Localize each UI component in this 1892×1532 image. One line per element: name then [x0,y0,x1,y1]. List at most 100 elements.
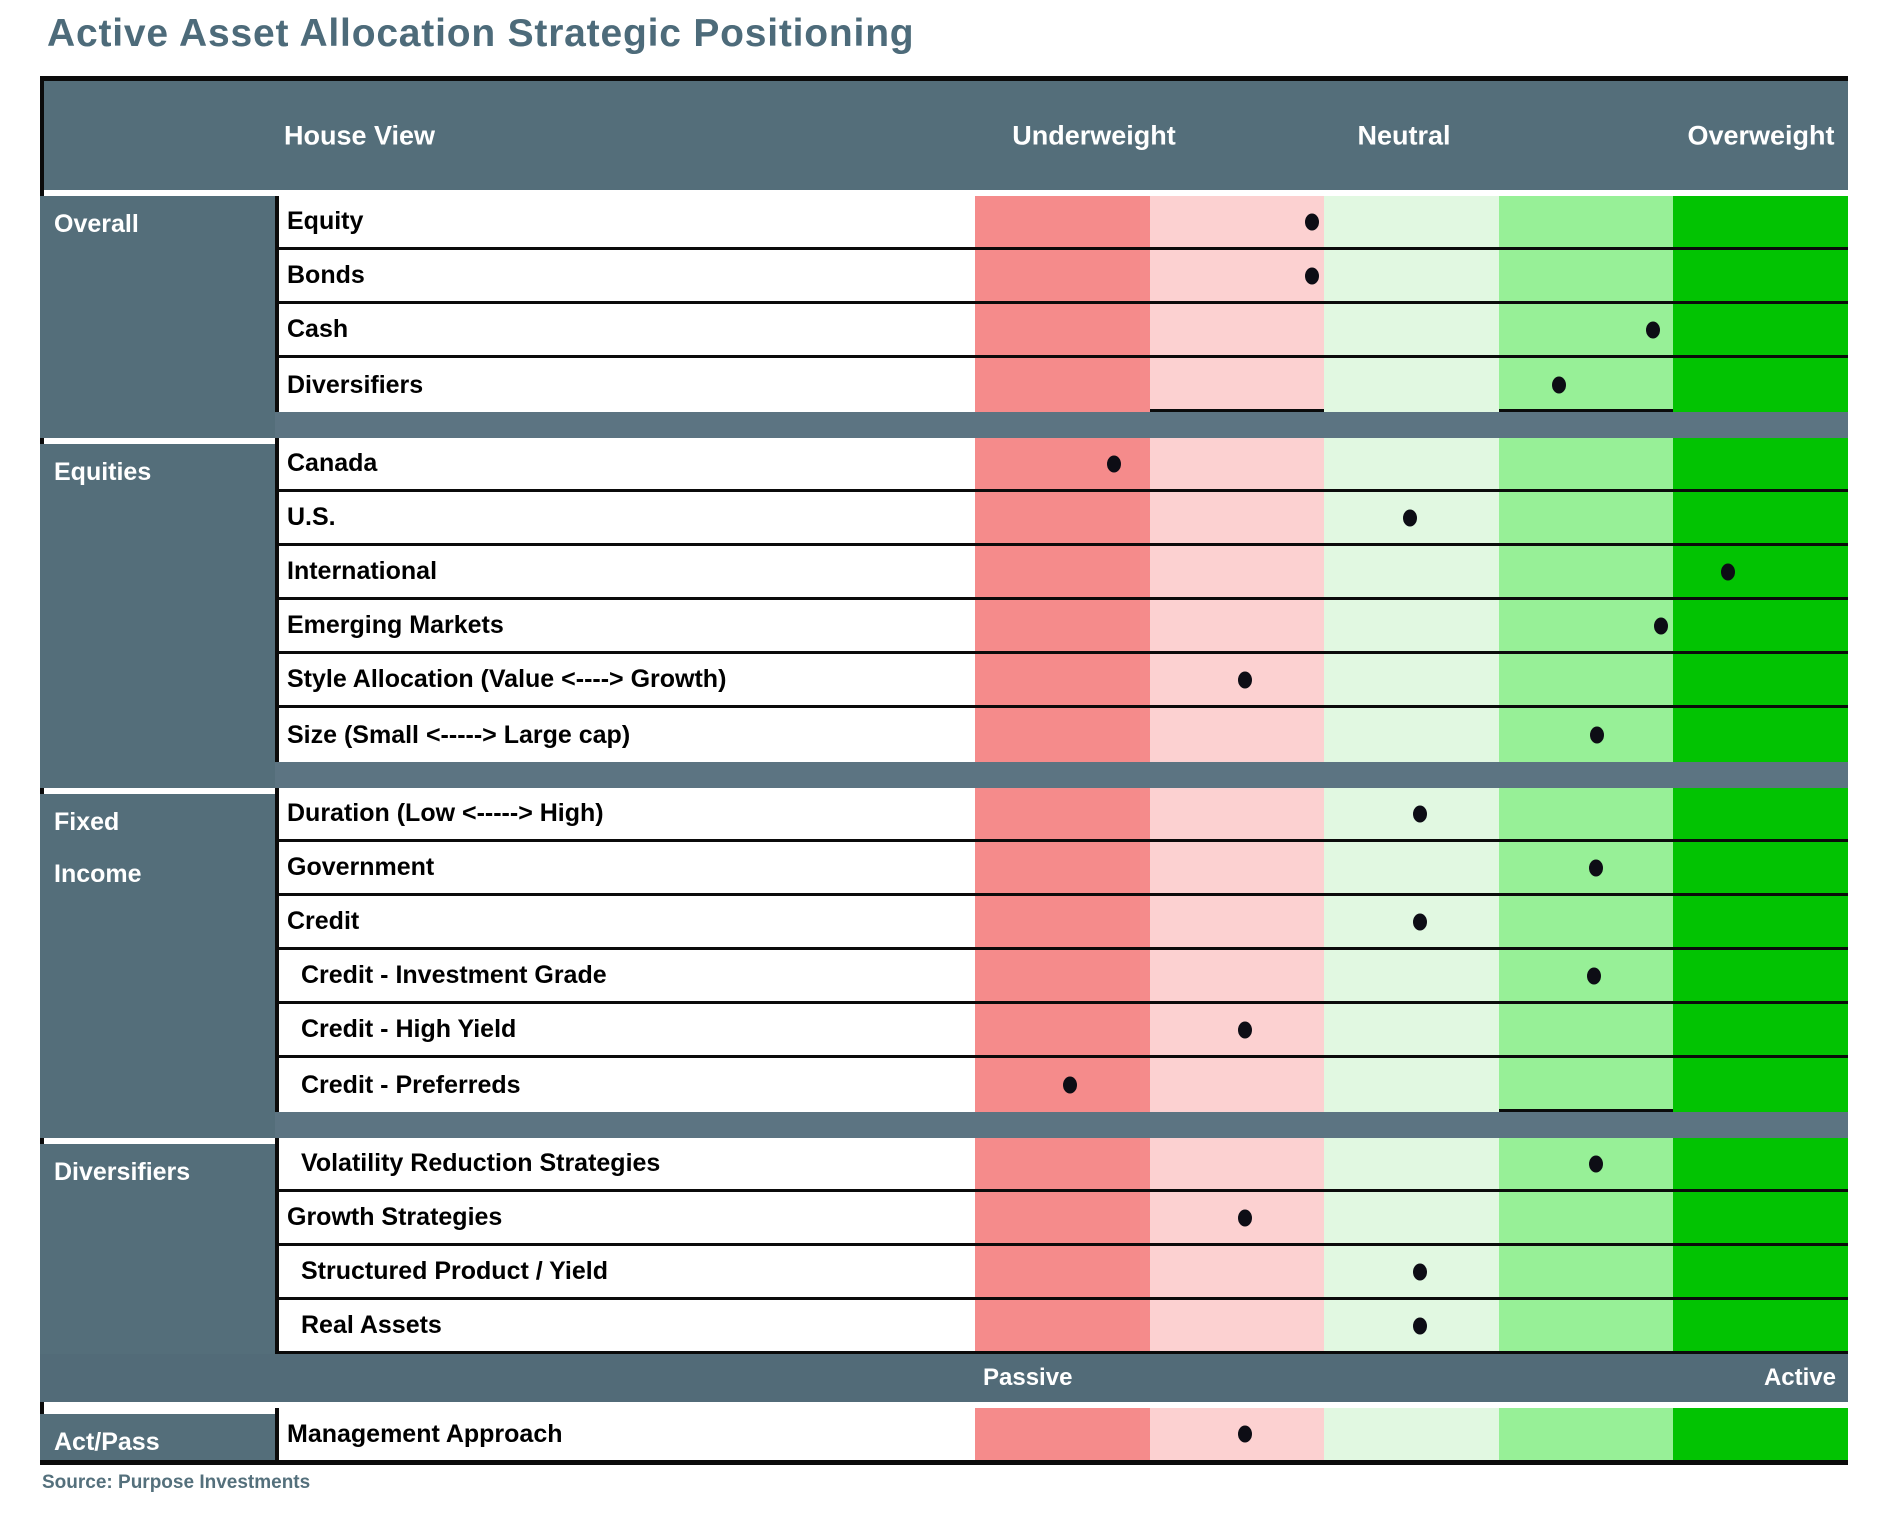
band-cell-1 [1150,654,1325,705]
band-cell-1 [1150,950,1325,1001]
row-label: Cash [279,304,975,355]
table-row: Style Allocation (Value <----> Growth) [275,654,1848,708]
position-dot [1413,1263,1427,1280]
band-cell-0 [975,1004,1150,1055]
row-label: Style Allocation (Value <----> Growth) [279,654,975,705]
group-label-line: Income [54,848,275,900]
position-dot [1305,213,1319,230]
row-label: Credit - High Yield [279,1004,975,1055]
table-row: Volatility Reduction Strategies [275,1138,1848,1192]
position-dot [1589,859,1603,876]
band-cell-1 [1150,600,1325,651]
position-dot [1590,727,1604,744]
band-cell-2 [1324,1246,1499,1297]
band-cell-1 [1150,1408,1325,1460]
page-title: Active Asset Allocation Strategic Positi… [47,12,914,56]
table-row: Size (Small <-----> Large cap) [275,708,1848,762]
table-row: Structured Product / Yield [275,1246,1848,1300]
table-row: Bonds [275,250,1848,304]
band-cell-4 [1673,600,1848,651]
row-label: Credit - Investment Grade [279,950,975,1001]
position-dot [1063,1077,1077,1094]
group-cell-equities: Equities [40,444,275,788]
passive-active-bar: Passive Active [40,1354,1848,1402]
band-cell-0 [975,708,1150,762]
band-cell-0 [975,546,1150,597]
row-label: Management Approach [279,1408,975,1460]
row-label: Equity [279,196,975,247]
band-cell-1 [1150,896,1325,947]
section-separator [275,412,1848,438]
group-label-line: Fixed [54,796,275,848]
band-cell-4 [1673,546,1848,597]
band-cell-3 [1499,600,1674,651]
header-underweight: Underweight [1012,120,1176,151]
band-cell-4 [1673,1192,1848,1243]
band-cell-1 [1150,546,1325,597]
position-dot [1654,617,1668,634]
band-cell-0 [975,1246,1150,1297]
band-cell-1 [1150,1192,1325,1243]
band-cell-4 [1673,1408,1848,1460]
table-row: Canada [275,438,1848,492]
band-cell-3 [1499,1058,1674,1112]
page: Active Asset Allocation Strategic Positi… [0,0,1892,1532]
band-cell-3 [1499,896,1674,947]
band-cell-2 [1324,1138,1499,1189]
header-house-view: House View [284,120,435,151]
band-cell-4 [1673,438,1848,489]
band-cell-2 [1324,358,1499,412]
band-cell-0 [975,842,1150,893]
band-cell-3 [1499,708,1674,762]
position-dot [1721,563,1735,580]
band-cell-2 [1324,708,1499,762]
row-label: Credit [279,896,975,947]
row-label: Government [279,842,975,893]
band-cell-3 [1499,1408,1674,1460]
band-cell-1 [1150,1138,1325,1189]
row-label: Structured Product / Yield [279,1246,975,1297]
row-label: Duration (Low <-----> High) [279,788,975,839]
band-cell-2 [1324,1058,1499,1112]
band-cell-0 [975,250,1150,301]
band-cell-4 [1673,788,1848,839]
position-dot [1413,1317,1427,1334]
table-row: Credit [275,896,1848,950]
band-cell-1 [1150,1058,1325,1112]
band-cell-0 [975,896,1150,947]
row-label: Canada [279,438,975,489]
group-label: Overall [40,196,275,250]
row-label: Real Assets [279,1300,975,1351]
table-row: Management Approach [275,1408,1848,1460]
position-dot [1238,1209,1252,1226]
band-cell-0 [975,1408,1150,1460]
band-cell-2 [1324,546,1499,597]
band-cell-4 [1673,1246,1848,1297]
band-cell-3 [1499,1300,1674,1351]
band-cell-1 [1150,196,1325,247]
position-dot [1413,805,1427,822]
table-row: Cash [275,304,1848,358]
active-label: Active [1764,1364,1836,1392]
band-cell-2 [1324,654,1499,705]
band-cell-2 [1324,438,1499,489]
band-cell-4 [1673,492,1848,543]
group-label-line: Overall [54,198,275,250]
position-dot [1403,509,1417,526]
table-row: Equity [275,196,1848,250]
position-dot [1238,671,1252,688]
band-cell-2 [1324,950,1499,1001]
band-cell-4 [1673,1058,1848,1112]
position-dot [1305,267,1319,284]
position-dot [1413,913,1427,930]
positioning-table: House View Underweight Neutral Overweigh… [40,76,1848,1465]
table-row: Government [275,842,1848,896]
header-neutral: Neutral [1357,120,1450,151]
group-label-line: Equities [54,446,275,498]
row-label: Size (Small <-----> Large cap) [279,708,975,762]
table-row: Growth Strategies [275,1192,1848,1246]
band-cell-3 [1499,1246,1674,1297]
band-cell-0 [975,1192,1150,1243]
group-label: Equities [40,444,275,498]
band-cell-4 [1673,896,1848,947]
